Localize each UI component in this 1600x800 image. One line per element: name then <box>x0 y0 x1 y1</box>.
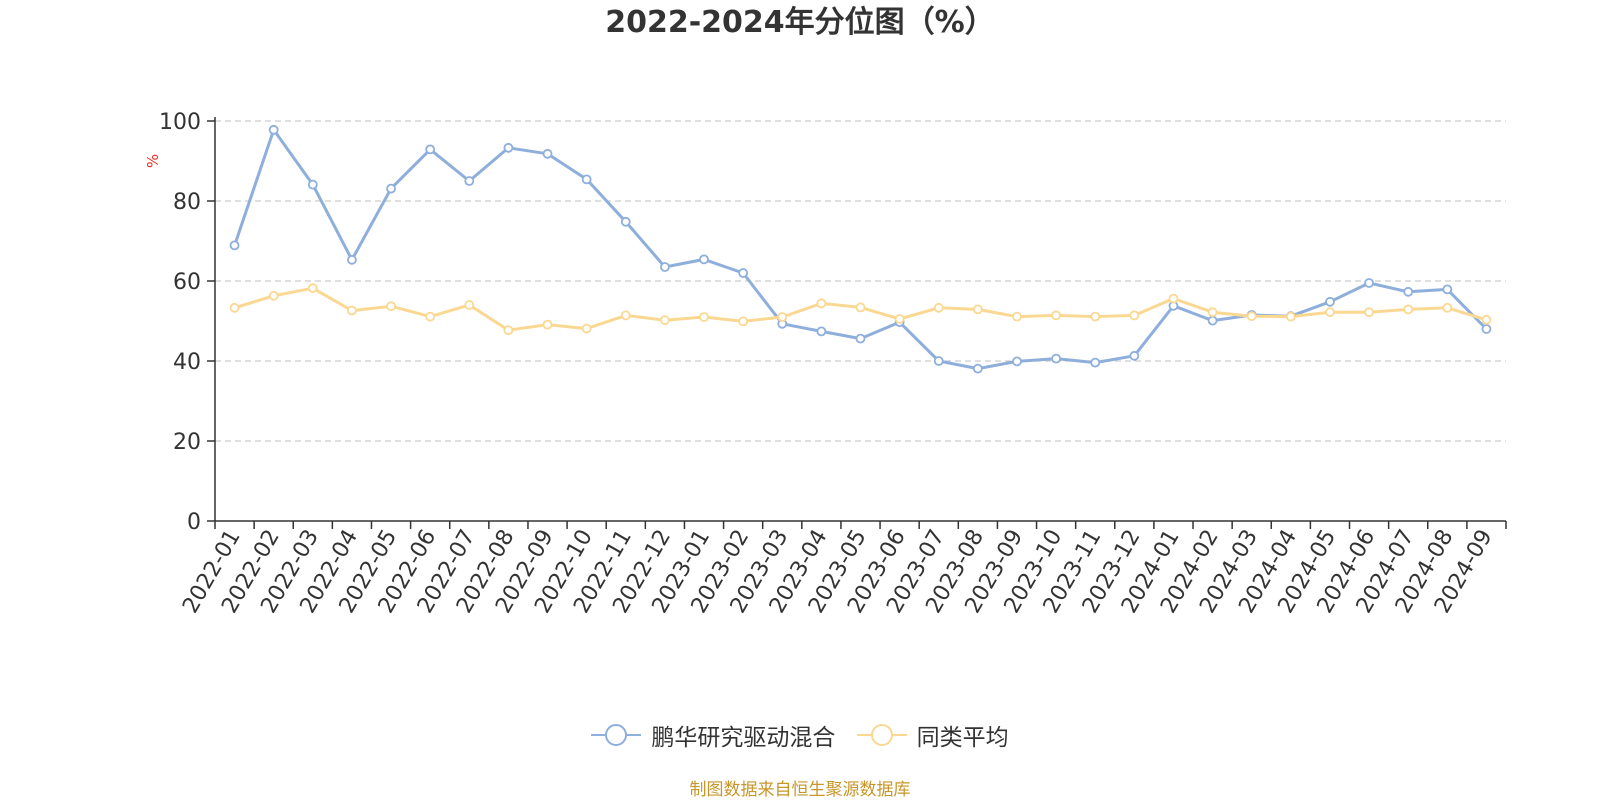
data-point-series-2 <box>933 302 944 313</box>
data-point-series-2 <box>1481 314 1492 325</box>
data-point-series-2 <box>855 302 866 313</box>
data-point-series-1 <box>464 176 475 186</box>
data-point-series-2 <box>1403 304 1414 315</box>
data-point-series-1 <box>581 174 592 185</box>
data-point-series-1 <box>1403 286 1414 297</box>
data-point-series-2 <box>1051 310 1062 321</box>
data-point-series-1 <box>268 124 279 135</box>
data-point-series-2 <box>894 314 905 324</box>
data-point-series-2 <box>307 283 318 294</box>
data-point-series-1 <box>738 268 749 278</box>
data-point-series-1 <box>307 179 318 190</box>
data-point-series-2 <box>425 311 436 322</box>
data-point-series-1 <box>1325 296 1335 307</box>
data-point-series-2 <box>972 304 983 315</box>
data-point-series-2 <box>268 290 279 301</box>
data-point-series-2 <box>1090 311 1101 322</box>
legend-label-series-2: 同类平均 <box>916 725 1009 751</box>
data-point-series-2 <box>620 310 631 321</box>
data-point-series-1 <box>1364 278 1374 288</box>
data-point-series-2 <box>659 315 670 326</box>
data-point-series-2 <box>1207 307 1218 318</box>
data-point-series-2 <box>347 305 357 316</box>
data-point-series-2 <box>581 323 592 334</box>
data-point-series-1 <box>1012 356 1022 367</box>
data-point-series-2 <box>816 298 827 309</box>
data-point-series-2 <box>1246 311 1257 322</box>
data-point-series-2 <box>386 301 396 312</box>
data-point-series-2 <box>1364 307 1374 318</box>
chart-title: 2022-2024年分位图（%） <box>605 5 995 40</box>
y-tick-label: 60 <box>173 270 201 295</box>
grid-lines <box>215 120 1506 442</box>
data-point-series-1 <box>620 216 631 227</box>
data-point-series-2 <box>1129 310 1140 321</box>
legend-swatch-series-1 <box>591 724 642 746</box>
y-axis-label: % <box>144 154 162 168</box>
series-line-1 <box>233 128 1488 371</box>
y-tick-label: 100 <box>159 110 201 135</box>
legend-item-series-1[interactable]: 鹏华研究驱动混合 <box>591 718 835 752</box>
data-point-series-1 <box>1129 350 1140 361</box>
tick-labels: 020406080100%2022-012022-022022-032022-0… <box>144 110 1498 618</box>
data-point-series-2 <box>542 319 553 330</box>
legend-item-series-2[interactable]: 同类平均 <box>856 718 1009 752</box>
data-point-series-2 <box>1325 307 1335 318</box>
data-point-series-2 <box>229 302 240 313</box>
series-lines <box>229 124 1492 374</box>
data-source-note: 制图数据来自恒生聚源数据库 <box>689 780 911 800</box>
data-point-series-1 <box>855 333 866 344</box>
data-point-series-1 <box>1481 324 1492 334</box>
data-point-series-1 <box>425 144 436 155</box>
data-point-series-1 <box>229 240 240 251</box>
data-point-series-1 <box>699 254 709 265</box>
legend: 鹏华研究驱动混合 同类平均 <box>0 718 1600 752</box>
legend-swatch-series-2 <box>856 724 907 746</box>
data-point-series-1 <box>1051 353 1062 364</box>
y-tick-label: 20 <box>173 430 201 455</box>
data-point-series-1 <box>503 142 514 153</box>
data-point-series-1 <box>347 254 357 265</box>
data-point-series-2 <box>1442 302 1453 313</box>
data-point-series-1 <box>816 326 827 337</box>
data-point-series-1 <box>542 148 553 159</box>
data-point-series-1 <box>1207 315 1218 326</box>
data-point-series-2 <box>738 316 749 327</box>
data-point-series-1 <box>659 262 670 272</box>
data-point-series-2 <box>503 325 514 336</box>
data-point-series-2 <box>699 312 709 322</box>
data-point-series-1 <box>386 183 396 194</box>
axes <box>207 117 1507 529</box>
y-tick-label: 40 <box>173 350 201 375</box>
data-point-series-1 <box>1442 284 1453 295</box>
data-point-series-1 <box>972 363 983 374</box>
legend-label-series-1: 鹏华研究驱动混合 <box>651 725 836 751</box>
y-tick-label: 80 <box>173 190 201 215</box>
data-point-series-2 <box>464 300 475 310</box>
y-tick-label: 0 <box>187 510 201 535</box>
data-point-series-2 <box>1285 311 1296 322</box>
data-point-series-2 <box>777 312 788 322</box>
data-point-series-2 <box>1168 293 1179 304</box>
data-point-series-1 <box>1090 357 1101 368</box>
data-point-series-2 <box>1012 311 1022 322</box>
data-point-series-1 <box>933 356 944 366</box>
